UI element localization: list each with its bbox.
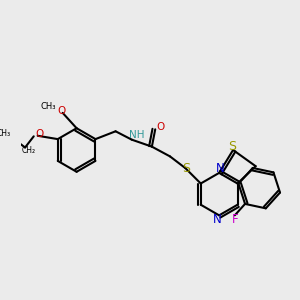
Text: O: O	[156, 122, 164, 131]
Text: S: S	[229, 140, 236, 153]
Text: CH₃: CH₃	[0, 129, 11, 138]
Text: F: F	[232, 213, 238, 226]
Text: N: N	[213, 213, 222, 226]
Text: CH₃: CH₃	[40, 102, 56, 111]
Text: O: O	[57, 106, 65, 116]
Text: CH₂: CH₂	[21, 146, 35, 155]
Text: NH: NH	[129, 130, 145, 140]
Text: O: O	[35, 128, 43, 139]
Text: S: S	[182, 162, 190, 175]
Text: N: N	[216, 162, 225, 175]
